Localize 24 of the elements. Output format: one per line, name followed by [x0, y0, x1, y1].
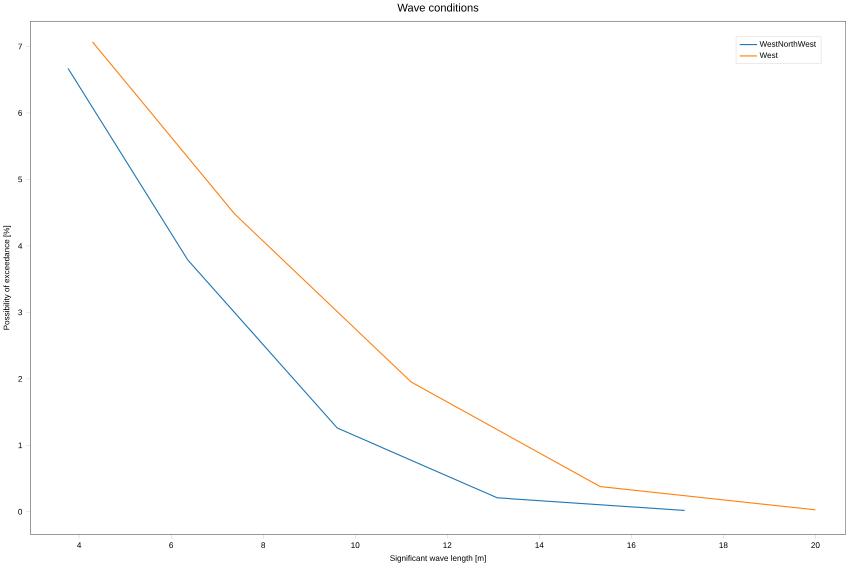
y-tick-label: 7 — [18, 44, 22, 50]
y-tick-label: 3 — [18, 310, 22, 316]
x-tick-label: 16 — [627, 542, 636, 548]
y-tick-label: 2 — [18, 376, 22, 382]
line-series — [92, 41, 816, 510]
x-axis-title: Significant wave length [m] — [390, 555, 486, 563]
x-tick-label: 12 — [443, 542, 452, 548]
x-tick-label: 8 — [261, 542, 266, 548]
y-tick-label: 1 — [18, 442, 22, 448]
x-tick-label: 10 — [351, 542, 360, 548]
y-tick-label: 5 — [18, 176, 22, 182]
chart-title: Wave conditions — [397, 3, 478, 12]
y-axis-title: Possibility of exceedance [%] — [3, 226, 11, 330]
line-series — [68, 68, 686, 512]
legend-label: West — [760, 52, 778, 58]
x-tick-label: 6 — [169, 542, 174, 548]
y-tick-label: 6 — [18, 110, 22, 116]
x-tick-label: 4 — [77, 542, 82, 548]
y-tick-label: 0 — [18, 508, 22, 515]
legend-label: WestNorthWest — [760, 40, 816, 47]
x-tick-label: 18 — [719, 542, 728, 548]
x-tick-label: 20 — [811, 542, 820, 548]
x-tick-label: 14 — [535, 542, 544, 548]
y-tick-label: 4 — [18, 243, 22, 249]
